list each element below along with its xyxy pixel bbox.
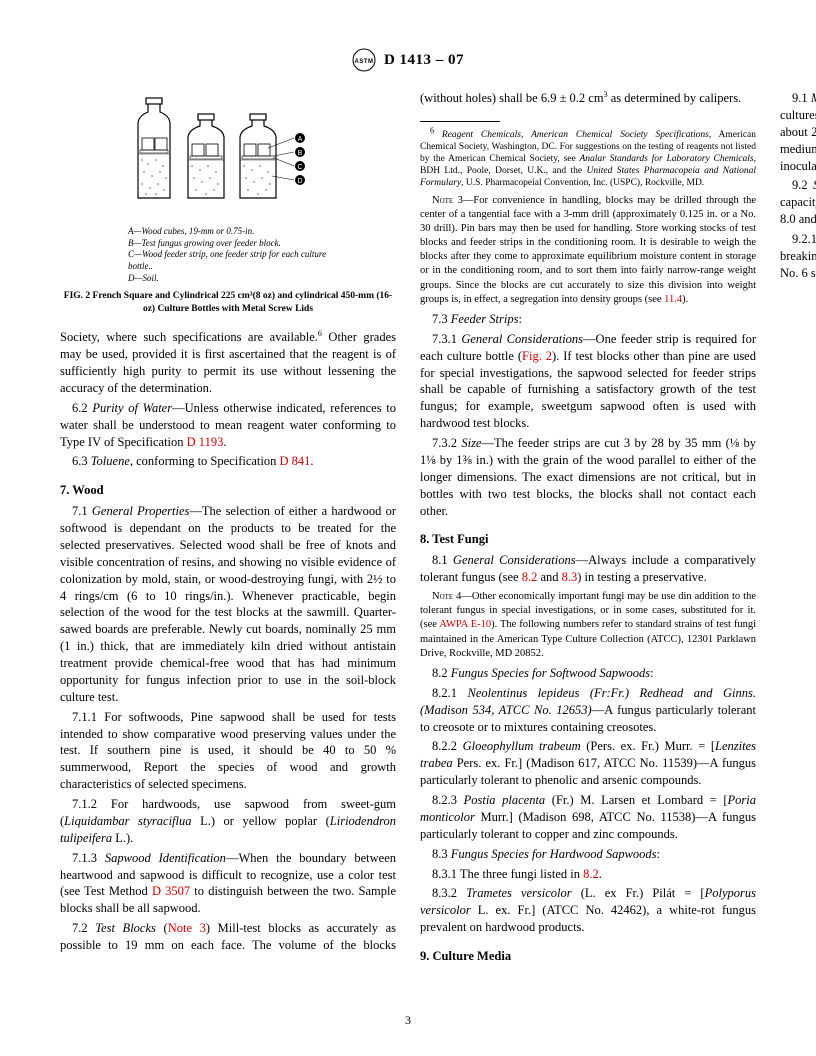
link-d841[interactable]: D 841: [280, 454, 311, 468]
link-11-4[interactable]: 11.4: [664, 294, 682, 305]
p-7-3-2: 7.3.2 Size—The feeder strips are cut 3 b…: [420, 435, 756, 519]
p-8-3-2: 8.3.2 Trametes versicolor (L. ex Fr.) Pi…: [420, 885, 756, 936]
legend-c: C—Wood feeder strip, one feeder strip fo…: [128, 249, 328, 272]
figure-2: A B C D A—Wood cubes, 19-mm or 0.75-in. …: [60, 90, 396, 315]
note-3: Note 3—For convenience in handling, bloc…: [420, 194, 756, 307]
p-6-3: 6.3 Toluene, conforming to Specification…: [60, 453, 396, 470]
link-8-2[interactable]: 8.2: [522, 570, 538, 584]
p-7-1: 7.1 General Properties—The selection of …: [60, 503, 396, 706]
astm-logo: ASTM: [352, 48, 376, 72]
p-8-2-1: 8.2.1 Neolentinus lepideus (Fr:Fr.) Redh…: [420, 685, 756, 736]
section-7: 7. Wood: [60, 482, 396, 499]
content-columns: A B C D A—Wood cubes, 19-mm or 0.75-in. …: [60, 90, 756, 970]
section-9: 9. Culture Media: [420, 948, 756, 965]
link-note3[interactable]: Note 3: [168, 921, 206, 935]
page-number: 3: [0, 1012, 816, 1028]
svg-text:C: C: [297, 164, 302, 171]
p-8-2-2: 8.2.2 Gloeophyllum trabeum (Pers. ex. Fr…: [420, 738, 756, 789]
p-8-2: 8.2 Fungus Species for Softwood Sapwoods…: [420, 665, 756, 682]
note-4: Note 4—Other economically important fung…: [420, 590, 756, 661]
footnote-6: 6 Reagent Chemicals, American Chemical S…: [420, 126, 756, 190]
p-7-3-1: 7.3.1 General Considerations—One feeder …: [420, 331, 756, 432]
svg-text:A: A: [298, 136, 303, 143]
legend-d: D—Soil.: [128, 273, 328, 285]
figure-caption: FIG. 2 French Square and Cylindrical 225…: [60, 290, 396, 315]
svg-text:ASTM: ASTM: [354, 59, 373, 65]
p-7-1-3: 7.1.3 Sapwood Identification—When the bo…: [60, 850, 396, 918]
link-d1193[interactable]: D 1193: [187, 435, 224, 449]
legend-a: A—Wood cubes, 19-mm or 0.75-in.: [128, 226, 328, 238]
link-d3507[interactable]: D 3507: [152, 884, 190, 898]
figure-legend: A—Wood cubes, 19-mm or 0.75-in. B—Test f…: [128, 226, 328, 284]
svg-text:B: B: [298, 150, 303, 157]
link-fig2[interactable]: Fig. 2: [522, 349, 552, 363]
p-8-1: 8.1 General Considerations—Always includ…: [420, 552, 756, 586]
p-8-3-1: 8.3.1 The three fungi listed in 8.2.: [420, 866, 756, 883]
p-7-1-1: 7.1.1 For softwoods, Pine sapwood shall …: [60, 709, 396, 793]
p-9-1: 9.1 Malt Agar Substrate—For both stock t…: [780, 90, 816, 174]
p-9-2-1: 9.2.1 Determination of Water-Holding Cap…: [780, 231, 816, 282]
p-6-2: 6.2 Purity of Water—Unless otherwise ind…: [60, 400, 396, 451]
footnote-rule: [420, 121, 500, 122]
p-society: Society, where such specifications are a…: [60, 329, 396, 397]
section-8: 8. Test Fungi: [420, 531, 756, 548]
legend-b: B—Test fungus growing over feeder block.: [128, 238, 328, 250]
bottle-diagram: A B C D: [128, 90, 328, 220]
page-header: ASTM D 1413 – 07: [60, 48, 756, 72]
p-8-3: 8.3 Fungus Species for Hardwood Sapwoods…: [420, 846, 756, 863]
p-7-3: 7.3 Feeder Strips:: [420, 311, 756, 328]
link-awpa[interactable]: AWPA E-10: [439, 619, 491, 630]
svg-text:D: D: [297, 178, 302, 185]
link-8-2b[interactable]: 8.2: [583, 867, 599, 881]
designation: D 1413 – 07: [384, 50, 464, 70]
p-9-2: 9.2 Soil Substrate—Use a soil substrate …: [780, 177, 816, 228]
p-8-2-3: 8.2.3 Postia placenta (Fr.) M. Larsen et…: [420, 792, 756, 843]
p-7-1-2: 7.1.2 For hardwoods, use sapwood from sw…: [60, 796, 396, 847]
link-8-3[interactable]: 8.3: [562, 570, 578, 584]
